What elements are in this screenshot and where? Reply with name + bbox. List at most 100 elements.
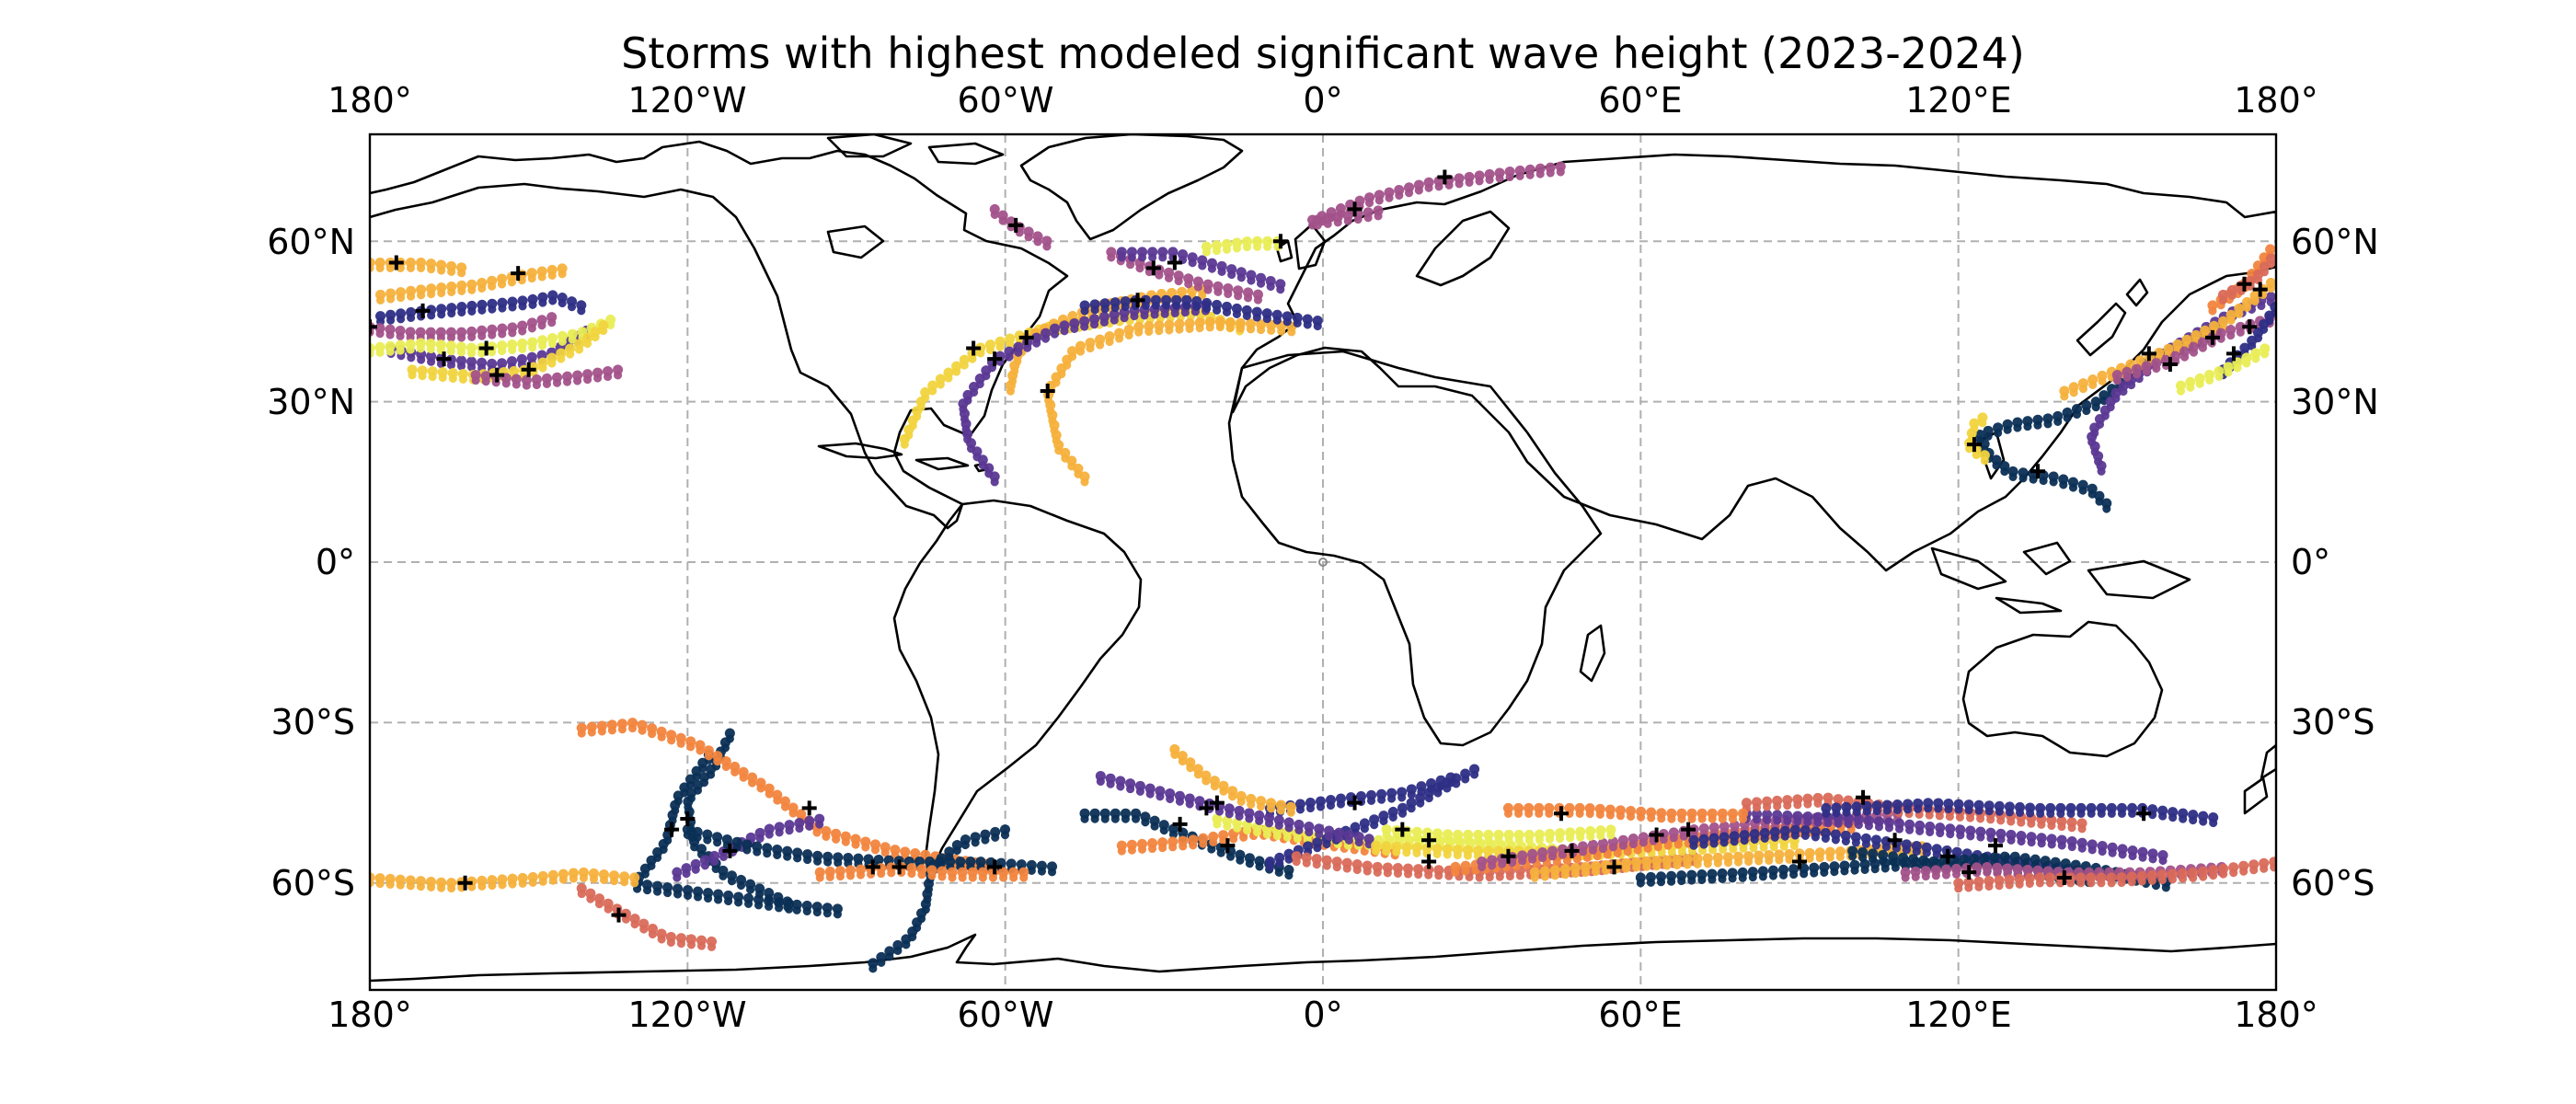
storm-peak-marker xyxy=(2030,464,2045,479)
map-frame xyxy=(368,132,2278,992)
storm-track-band xyxy=(630,755,798,914)
storm-track xyxy=(576,883,719,948)
storm-peak-marker xyxy=(1501,848,1516,864)
lon-ticks-top: 180° 120°W 60°W 0° 60°E 120°E 180° xyxy=(328,80,2318,121)
storm-peak-marker xyxy=(2056,869,2072,885)
lon-tick-bottom: 60°E xyxy=(1598,995,1682,1035)
storm-peak-marker xyxy=(2252,282,2268,297)
storm-peak-marker xyxy=(1008,217,1024,233)
storm-peak-marker xyxy=(987,351,1003,367)
storm-track-band xyxy=(370,873,639,893)
storm-peak-marker xyxy=(1167,255,1182,270)
storm-track xyxy=(2059,273,2276,397)
storm-track-band xyxy=(370,317,559,342)
storm-peak-marker xyxy=(1606,859,1622,875)
storm-track-band xyxy=(1117,253,1285,294)
storm-track xyxy=(1741,808,2176,862)
lat-tick-left: 60°S xyxy=(271,863,355,903)
storm-track-band xyxy=(2218,306,2276,380)
storm-track xyxy=(1974,321,2228,509)
storm-tracks xyxy=(370,161,2276,973)
lon-tick-bottom: 60°W xyxy=(958,995,1054,1035)
storm-track-band xyxy=(868,831,1010,973)
storm-peak-marker xyxy=(1145,260,1161,276)
storm-track xyxy=(682,824,1064,872)
storm-track-band xyxy=(1451,825,1857,877)
storm-track-band xyxy=(370,317,623,358)
storm-peak-marker xyxy=(1966,437,1982,453)
storm-peak-marker xyxy=(2242,319,2258,335)
storm-track-band xyxy=(577,890,719,952)
lon-tick-bottom: 120°E xyxy=(1905,995,2012,1035)
coastline-north-america xyxy=(370,140,1069,530)
storm-track-band xyxy=(1382,831,1619,845)
storm-peak-marker xyxy=(1018,329,1034,345)
coastlines xyxy=(370,134,2276,983)
storm-peak-marker xyxy=(489,367,505,383)
storm-track xyxy=(1381,824,1620,840)
storm-peak-marker xyxy=(1347,201,1363,217)
lat-tick-left: 30°N xyxy=(267,382,355,422)
storm-track-band xyxy=(959,306,1211,487)
lon-tick-bottom: 120°W xyxy=(627,995,746,1035)
lon-ticks-bottom: 180° 120°W 60°W 0° 60°E 120°E 180° xyxy=(328,995,2318,1035)
storm-track xyxy=(1529,840,1938,878)
lon-tick-top: 120°W xyxy=(627,80,746,121)
lat-ticks-right: 60°N 30°N 0° 30°S 60°S xyxy=(2291,222,2379,903)
storm-track xyxy=(2175,343,2271,391)
storm-peak-marker xyxy=(1554,806,1569,822)
storm-peak-marker xyxy=(1209,795,1225,811)
coastline-south-america xyxy=(892,499,1143,878)
storm-peak-marker xyxy=(1421,833,1437,848)
lat-tick-right: 0° xyxy=(2291,542,2330,582)
storm-peak-marker xyxy=(2162,356,2178,372)
storm-track-band xyxy=(1964,413,1995,466)
storm-track xyxy=(1116,247,1286,290)
storm-track xyxy=(1201,236,1286,252)
storm-peak-marker xyxy=(987,859,1003,875)
storm-peak-markers xyxy=(370,169,2268,923)
storm-track-band xyxy=(815,868,1036,882)
storm-track-band xyxy=(1107,253,1264,305)
storm-peak-marker xyxy=(1987,838,2003,854)
storm-peak-marker xyxy=(1272,234,1288,249)
storm-track xyxy=(1169,743,1302,813)
map-title: Storms with highest modeled significant … xyxy=(621,29,2025,78)
coastline-eurasia xyxy=(1231,153,2276,572)
coastline-new-zealand xyxy=(2243,743,2276,815)
storm-peak-marker xyxy=(521,362,536,377)
storm-peak-marker xyxy=(1437,169,1453,185)
storm-track-band xyxy=(1043,322,1301,487)
storm-track xyxy=(470,364,624,385)
storm-peak-marker xyxy=(680,811,696,826)
storm-peak-marker xyxy=(1199,800,1214,816)
storm-track-band xyxy=(1170,750,1301,818)
storm-track xyxy=(1079,294,1328,327)
lat-tick-left: 60°N xyxy=(267,222,355,262)
storm-track-band xyxy=(1503,809,1751,823)
storm-peak-marker xyxy=(1649,827,1664,843)
lon-tick-top: 0° xyxy=(1303,80,1342,121)
storm-track xyxy=(370,258,471,273)
storm-track xyxy=(576,717,1011,872)
lat-tick-right: 60°S xyxy=(2291,863,2375,903)
storm-peak-marker xyxy=(1940,848,1956,864)
storm-track xyxy=(1095,771,1382,845)
storm-peak-marker xyxy=(1792,854,1807,869)
storm-peak-marker xyxy=(1172,816,1188,832)
storm-peak-marker xyxy=(1564,843,1580,858)
storm-peak-marker xyxy=(478,340,494,356)
storm-peak-marker xyxy=(722,843,738,858)
lat-ticks-left: 60°N 30°N 0° 30°S 60°S xyxy=(267,222,355,903)
storm-track xyxy=(370,867,640,889)
storm-track xyxy=(1212,813,1593,857)
storm-peak-marker xyxy=(2136,806,2152,822)
coastline-australia xyxy=(1961,620,2164,758)
storm-peak-marker xyxy=(1961,865,1977,880)
lat-tick-right: 60°N xyxy=(2291,222,2379,262)
storm-peak-marker xyxy=(511,266,526,282)
storm-track xyxy=(1042,316,1302,482)
storm-track-band xyxy=(1096,777,1381,850)
storm-track xyxy=(1079,808,1302,878)
